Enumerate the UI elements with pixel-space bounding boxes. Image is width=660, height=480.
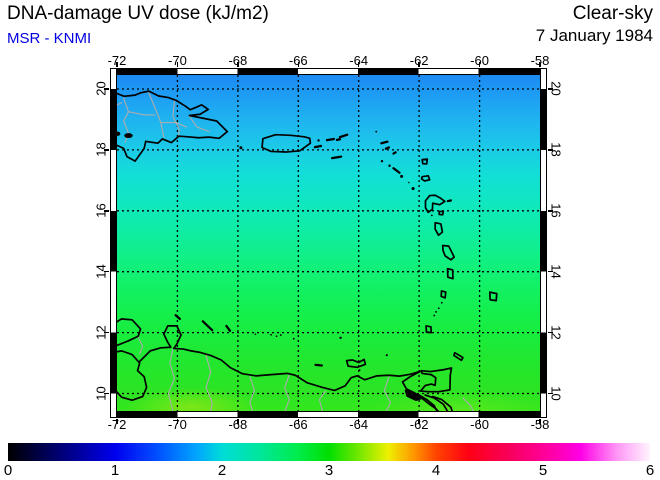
lon-tick-mark [297, 62, 300, 67]
lat-tick-mark [548, 88, 553, 90]
lon-tick-mark [418, 62, 420, 67]
sky-condition-label: Clear-sky [572, 3, 653, 24]
figure-title: DNA-damage UV dose (kJ/m2) [7, 3, 269, 24]
lon-tick-label-bottom: -68 [228, 417, 248, 432]
lon-tick-label-top: -62 [409, 53, 429, 68]
lon-tick-mark [478, 419, 481, 424]
map-frame-left [110, 68, 117, 418]
lon-tick-mark [539, 62, 541, 67]
lon-tick-mark [478, 62, 481, 67]
lat-tick-mark [104, 331, 109, 334]
island-martinique [441, 244, 456, 261]
colorbar-tick-label: 1 [110, 462, 120, 479]
colorbar-tick-label: 6 [645, 462, 655, 479]
lon-tick-label-top: -60 [470, 53, 489, 68]
colorbar-tick-label: 4 [431, 462, 441, 479]
lon-tick-mark [176, 62, 179, 67]
island-puerto-rico [261, 133, 312, 153]
lon-tick-mark [116, 419, 118, 424]
orinoco-delta-fill [404, 389, 424, 402]
lat-tick-mark [104, 149, 109, 151]
island-st-lucia [446, 267, 454, 280]
lon-tick-label-top: -68 [228, 53, 248, 68]
lon-tick-label-bottom: -70 [168, 417, 187, 432]
gridlines [117, 75, 540, 411]
lon-tick-mark [237, 62, 239, 67]
lat-tick-mark [104, 392, 109, 395]
island-hispaniola [117, 90, 229, 163]
lat-tick-mark [104, 270, 109, 273]
island-tobago [453, 351, 464, 362]
map-overlay [117, 75, 540, 411]
lat-tick-mark [548, 392, 553, 395]
lon-tick-label-top: -66 [288, 53, 308, 68]
lon-tick-label-top: -64 [349, 53, 369, 68]
coast-guajira [117, 318, 142, 347]
lon-tick-label-bottom: -60 [470, 417, 489, 432]
lat-tick-mark [548, 149, 553, 151]
coast-lake-maracaibo [117, 350, 148, 402]
inland-borders [117, 92, 474, 411]
lon-tick-mark [116, 62, 118, 67]
map-frame-top [110, 68, 547, 75]
lon-tick-label-top: -70 [168, 53, 187, 68]
lon-tick-label-bottom: -64 [349, 417, 369, 432]
island-dominica [434, 221, 444, 237]
island-marie-galante [438, 210, 445, 216]
lon-tick-label-bottom: -58 [530, 417, 550, 432]
lon-tick-mark [357, 419, 360, 424]
lat-tick-mark [548, 331, 553, 334]
lon-tick-mark [357, 62, 360, 67]
lon-tick-label-top: -72 [107, 53, 127, 68]
colorbar-tick-label: 5 [538, 462, 548, 479]
map-frame-right [540, 68, 547, 418]
island-barbados [488, 291, 498, 302]
lon-tick-mark [539, 419, 541, 424]
data-source-label: MSR - KNMI [7, 30, 92, 47]
coastlines [117, 90, 498, 411]
colorbar [8, 443, 650, 461]
lon-tick-label-bottom: -72 [107, 417, 127, 432]
date-label: 7 January 1984 [535, 26, 653, 45]
lat-tick-mark [104, 210, 109, 212]
lon-tick-label-bottom: -62 [409, 417, 429, 432]
lat-tick-mark [104, 88, 109, 90]
island-st-vincent [440, 290, 447, 299]
lon-tick-mark [237, 419, 239, 424]
leeward-islands [380, 140, 401, 174]
colorbar-tick-label: 2 [217, 462, 227, 479]
colorbar-tick-label: 3 [324, 462, 334, 479]
island-antigua [420, 174, 431, 182]
virgin-islands [313, 133, 349, 160]
island-margarita [345, 358, 367, 369]
lon-tick-label-bottom: -66 [288, 417, 308, 432]
lon-tick-label-top: -58 [530, 53, 550, 68]
island-trinidad [419, 367, 453, 393]
lake-enriquillo [124, 133, 133, 139]
island-guadeloupe [424, 194, 446, 214]
island-grenada [425, 325, 433, 334]
map-area [117, 75, 540, 411]
lon-tick-mark [176, 419, 179, 424]
lake-azuei [117, 131, 121, 136]
coast-venezuela [138, 325, 421, 392]
lat-tick-mark [548, 270, 553, 273]
colorbar-tick-label: 0 [3, 462, 13, 479]
lon-tick-mark [418, 419, 420, 424]
lat-tick-mark [548, 210, 553, 212]
lon-tick-mark [297, 419, 300, 424]
island-barbuda [421, 158, 429, 165]
abc-islands [174, 314, 323, 367]
